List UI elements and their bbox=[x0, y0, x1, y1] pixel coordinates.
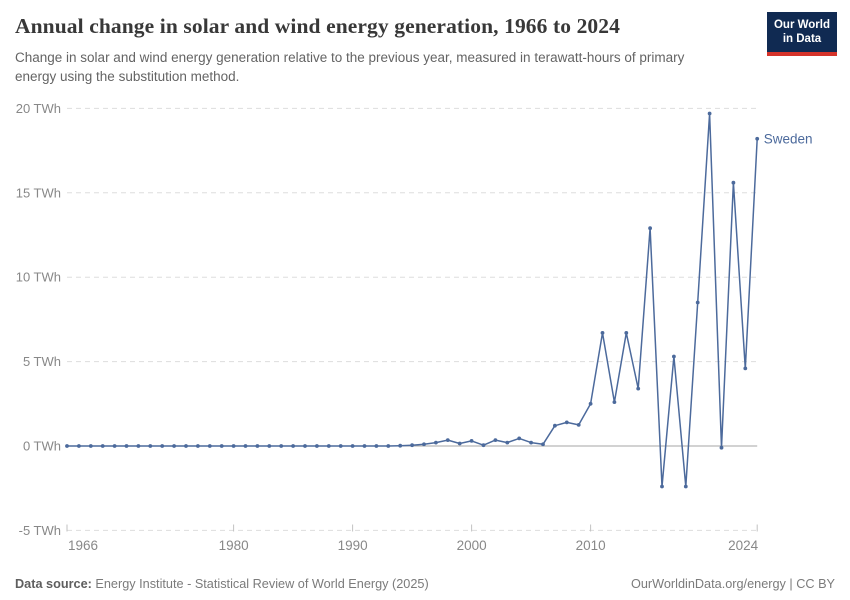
series-sweden[interactable] bbox=[66, 112, 758, 488]
data-source-note: Data source: Energy Institute - Statisti… bbox=[15, 577, 429, 591]
data-point[interactable] bbox=[350, 444, 355, 448]
data-point[interactable] bbox=[719, 445, 724, 450]
y-tick-label: -5 TWh bbox=[19, 523, 61, 538]
data-point[interactable] bbox=[434, 440, 438, 445]
owid-logo-line2: in Data bbox=[782, 32, 822, 45]
data-point[interactable] bbox=[707, 111, 712, 116]
owid-logo: Our World in Data bbox=[767, 12, 837, 56]
data-point[interactable] bbox=[648, 226, 652, 231]
x-tick-label: 2000 bbox=[457, 538, 487, 553]
data-point[interactable] bbox=[672, 354, 676, 359]
license-note: OurWorldinData.org/energy | CC BY bbox=[630, 577, 835, 591]
chart-footer: Data source: Energy Institute - Statisti… bbox=[15, 577, 835, 591]
data-point[interactable] bbox=[184, 444, 188, 448]
data-point[interactable] bbox=[243, 444, 248, 448]
data-point[interactable] bbox=[731, 180, 736, 185]
y-tick-label: 15 TWh bbox=[16, 185, 61, 200]
x-axis: 1966 1980 1990 2000 2010 2024 bbox=[66, 524, 759, 553]
data-point[interactable] bbox=[553, 423, 557, 428]
data-point[interactable] bbox=[386, 444, 391, 448]
data-point[interactable] bbox=[77, 444, 81, 448]
data-point[interactable] bbox=[279, 444, 284, 448]
data-point[interactable] bbox=[88, 444, 93, 448]
data-point[interactable] bbox=[374, 444, 379, 448]
data-point[interactable] bbox=[624, 331, 629, 335]
data-point[interactable] bbox=[457, 441, 462, 446]
series-end-label[interactable]: Sweden bbox=[764, 131, 813, 146]
data-point[interactable] bbox=[695, 300, 700, 305]
data-point[interactable] bbox=[362, 444, 367, 448]
data-point[interactable] bbox=[326, 444, 331, 448]
series-markers[interactable] bbox=[65, 111, 760, 489]
y-tick-label: 5 TWh bbox=[23, 354, 61, 369]
x-tick-label: 1966 bbox=[68, 538, 98, 553]
data-point[interactable] bbox=[493, 438, 498, 442]
y-tick-label: 0 TWh bbox=[23, 439, 61, 454]
x-tick-label: 2010 bbox=[576, 538, 606, 553]
data-point[interactable] bbox=[291, 444, 295, 448]
data-point[interactable] bbox=[541, 442, 545, 447]
x-tick-label: 1990 bbox=[338, 538, 368, 553]
x-tick-label: 2024 bbox=[728, 538, 759, 553]
data-point[interactable] bbox=[564, 420, 569, 425]
y-tick-label: 10 TWh bbox=[16, 270, 61, 285]
data-point[interactable] bbox=[160, 444, 165, 448]
data-point[interactable] bbox=[469, 439, 474, 443]
data-point[interactable] bbox=[207, 444, 212, 448]
data-point[interactable] bbox=[255, 444, 260, 448]
data-point[interactable] bbox=[100, 444, 105, 448]
data-point[interactable] bbox=[65, 444, 69, 448]
data-point[interactable] bbox=[148, 444, 153, 448]
data-point[interactable] bbox=[136, 444, 141, 448]
data-point[interactable] bbox=[303, 444, 307, 448]
data-point[interactable] bbox=[743, 366, 748, 371]
data-point[interactable] bbox=[124, 444, 129, 448]
data-point[interactable] bbox=[588, 401, 593, 406]
chart-header: Annual change in solar and wind energy g… bbox=[15, 14, 750, 86]
data-point[interactable] bbox=[267, 444, 272, 448]
data-point[interactable] bbox=[231, 444, 236, 448]
x-tick-label: 1980 bbox=[219, 538, 249, 553]
y-tick-label: 20 TWh bbox=[16, 101, 61, 116]
data-point[interactable] bbox=[219, 444, 224, 448]
data-point[interactable] bbox=[410, 443, 414, 448]
chart-title: Annual change in solar and wind energy g… bbox=[15, 14, 620, 38]
data-point[interactable] bbox=[315, 444, 319, 448]
data-source-label: Data source: bbox=[15, 577, 92, 591]
data-point[interactable] bbox=[660, 484, 664, 489]
owid-logo-line1: Our World bbox=[773, 19, 830, 31]
data-point[interactable] bbox=[600, 331, 605, 335]
data-point[interactable] bbox=[517, 436, 522, 441]
series-line[interactable] bbox=[66, 112, 758, 488]
data-point[interactable] bbox=[172, 444, 177, 448]
data-point[interactable] bbox=[683, 484, 688, 489]
data-point[interactable] bbox=[112, 444, 117, 448]
data-point[interactable] bbox=[481, 443, 486, 448]
data-point[interactable] bbox=[338, 444, 343, 448]
data-point[interactable] bbox=[445, 438, 450, 442]
data-source-text: Energy Institute - Statistical Review of… bbox=[95, 577, 429, 591]
data-point[interactable] bbox=[636, 386, 641, 391]
data-point[interactable] bbox=[196, 444, 200, 448]
data-point[interactable] bbox=[505, 440, 510, 445]
data-point[interactable] bbox=[529, 440, 533, 445]
data-point[interactable] bbox=[422, 442, 426, 447]
data-point[interactable] bbox=[755, 136, 760, 141]
y-axis-labels: 20 TWh 15 TWh 10 TWh 5 TWh 0 TWh -5 TWh bbox=[16, 101, 61, 538]
chart-subtitle: Change in solar and wind energy generati… bbox=[15, 49, 685, 84]
data-point[interactable] bbox=[576, 423, 581, 427]
data-point[interactable] bbox=[398, 443, 403, 448]
data-point[interactable] bbox=[612, 400, 617, 404]
